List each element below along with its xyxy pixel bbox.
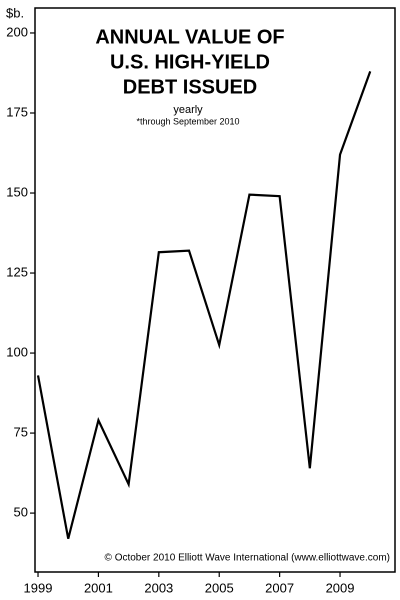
line [36,71,372,539]
y-axis-label: $b. [6,5,24,20]
y-tick-label: 150 [6,184,28,199]
y-tick-label: 125 [6,264,28,279]
x-tick-label: 2005 [205,580,234,595]
x-tick-label: 1999 [24,580,53,595]
x-tick-label: 2007 [265,580,294,595]
x-tick-label: 2001 [84,580,113,595]
source: © October 2010 Elliott Wave Internationa… [105,553,390,564]
x-tick-label: 2003 [144,580,173,595]
subtitle: yearly [173,104,203,116]
x-tick-label: 2009 [326,580,355,595]
chart-title: DEBT ISSUED [123,76,257,98]
chart-title: ANNUAL VALUE OF [95,26,284,48]
plot-frame [34,7,396,573]
y-tick-label: 200 [6,24,28,39]
y-tick-label: 75 [14,425,28,440]
chart-title: U.S. HIGH-YIELD [110,51,270,73]
note: *through September 2010 [136,116,239,126]
y-tick-label: 100 [6,344,28,359]
y-tick-label: 50 [14,505,28,520]
y-tick-label: 175 [6,104,28,119]
